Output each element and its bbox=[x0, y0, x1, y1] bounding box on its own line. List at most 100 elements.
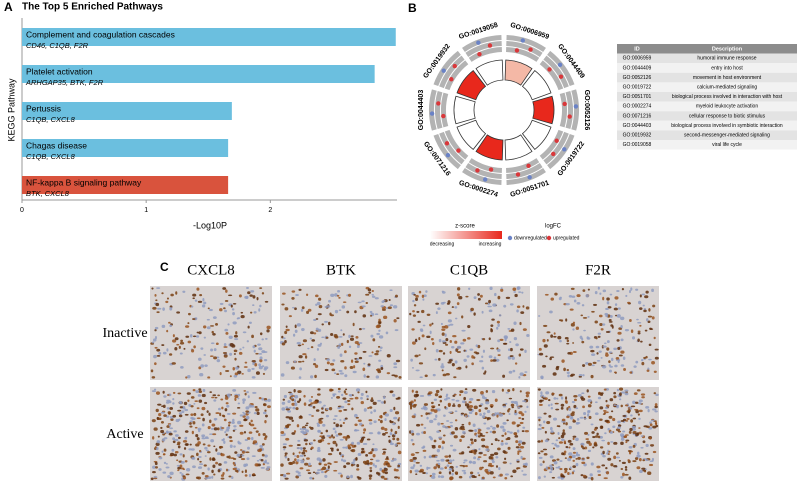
cell bbox=[424, 374, 428, 378]
cell bbox=[203, 354, 207, 356]
cell bbox=[431, 322, 434, 325]
cell bbox=[253, 349, 256, 353]
cell bbox=[459, 438, 462, 442]
cell bbox=[339, 424, 343, 428]
cell bbox=[421, 294, 425, 298]
cell bbox=[207, 376, 211, 379]
cell bbox=[422, 471, 426, 475]
cell bbox=[204, 475, 209, 478]
cell bbox=[338, 296, 341, 299]
cell bbox=[375, 350, 380, 353]
cell bbox=[326, 358, 330, 361]
cell bbox=[177, 445, 181, 449]
outer-band bbox=[441, 92, 449, 128]
cell bbox=[451, 362, 455, 367]
cell bbox=[157, 417, 162, 420]
cell bbox=[613, 371, 617, 374]
cell bbox=[383, 467, 388, 472]
cell bbox=[502, 374, 506, 378]
cell bbox=[560, 396, 564, 400]
cell bbox=[444, 333, 447, 337]
cell bbox=[625, 294, 628, 297]
cell bbox=[461, 315, 464, 319]
cell bbox=[259, 304, 262, 308]
cell bbox=[462, 338, 467, 342]
outer-band bbox=[468, 158, 502, 173]
cell bbox=[218, 407, 221, 411]
cell bbox=[597, 473, 602, 477]
cell bbox=[194, 400, 199, 403]
cell bbox=[361, 447, 365, 451]
cell bbox=[609, 365, 613, 368]
cell bbox=[225, 289, 228, 293]
cell bbox=[436, 430, 440, 433]
cell bbox=[180, 339, 184, 343]
column-label: C1QB bbox=[450, 262, 488, 278]
cell bbox=[519, 421, 524, 425]
cell bbox=[249, 294, 253, 297]
cell bbox=[332, 359, 336, 362]
cell bbox=[537, 440, 541, 443]
cell bbox=[418, 354, 421, 356]
cell bbox=[500, 288, 504, 292]
cell bbox=[287, 410, 292, 413]
logfc-dot bbox=[557, 62, 563, 68]
cell bbox=[550, 403, 553, 406]
cell bbox=[409, 406, 413, 410]
cell bbox=[245, 406, 250, 410]
cell bbox=[154, 362, 157, 366]
cell bbox=[602, 455, 606, 458]
cell bbox=[257, 449, 262, 453]
cell bbox=[451, 431, 455, 435]
cell bbox=[573, 394, 578, 398]
cell bbox=[381, 308, 386, 311]
cell bbox=[595, 435, 599, 438]
cell bbox=[544, 430, 547, 434]
cell bbox=[182, 407, 186, 410]
cell bbox=[447, 402, 451, 407]
table-cell: entry into host bbox=[711, 65, 743, 71]
cell bbox=[624, 465, 628, 469]
cell bbox=[312, 405, 316, 409]
cell bbox=[301, 306, 305, 310]
cell bbox=[461, 329, 466, 332]
cell bbox=[488, 355, 493, 359]
cell bbox=[243, 418, 248, 422]
cell bbox=[526, 405, 529, 409]
cell bbox=[254, 362, 258, 367]
cell bbox=[242, 400, 245, 404]
cell bbox=[285, 328, 290, 332]
outer-band bbox=[543, 131, 569, 165]
cell bbox=[542, 338, 546, 343]
cell bbox=[461, 451, 465, 455]
cell bbox=[486, 471, 490, 475]
cell bbox=[522, 400, 527, 403]
cell bbox=[219, 372, 222, 376]
cell bbox=[384, 418, 387, 421]
cell bbox=[460, 342, 465, 345]
cell bbox=[263, 403, 267, 407]
cell bbox=[477, 428, 482, 432]
cell bbox=[435, 389, 440, 394]
cell bbox=[262, 433, 266, 436]
cell bbox=[242, 415, 246, 418]
cell bbox=[215, 412, 220, 415]
cell bbox=[425, 472, 428, 475]
category-label: Chagas disease bbox=[26, 140, 87, 150]
cell bbox=[182, 440, 188, 443]
cell bbox=[332, 440, 337, 445]
cell bbox=[303, 394, 306, 398]
logfc-dot bbox=[456, 148, 461, 153]
cell bbox=[346, 310, 350, 314]
cell bbox=[320, 471, 324, 474]
cell bbox=[655, 393, 659, 397]
cell bbox=[154, 346, 158, 349]
cell bbox=[506, 430, 510, 433]
cell bbox=[620, 420, 625, 422]
cell bbox=[312, 471, 316, 474]
cell bbox=[524, 462, 528, 467]
cell bbox=[587, 410, 591, 413]
cell bbox=[438, 349, 443, 353]
cell bbox=[339, 372, 344, 375]
cell bbox=[481, 444, 486, 448]
